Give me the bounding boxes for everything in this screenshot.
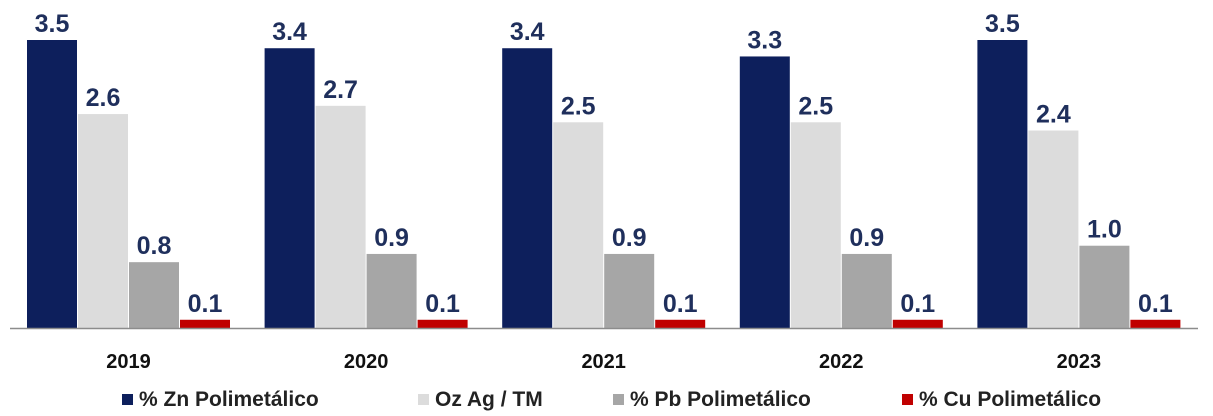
bar-2023-series-2: [1028, 130, 1079, 328]
bar-2022-series-2: [790, 122, 841, 329]
value-label-2023-series-3: 1.0: [1087, 216, 1122, 244]
category-label-2023: 2023: [1057, 351, 1102, 373]
legend-swatch: [418, 394, 429, 405]
value-label-2019-series-2: 2.6: [86, 84, 121, 112]
value-labels-layer: 3.5 2.6 0.8 0.1 3.4 2.7 0.9 0.1 3.4 2.5 0.9 0.1 3.3 2…: [35, 10, 1173, 318]
value-label-2019-series-1: 3.5: [35, 10, 70, 38]
legend-item-3: % Pb Polimetálico: [613, 388, 811, 411]
bars-layer: [27, 40, 1181, 329]
value-label-2021-series-3: 0.9: [612, 224, 647, 252]
bar-2023-series-3: [1079, 245, 1130, 328]
legend-swatch: [122, 394, 133, 405]
bar-2023-series-4: [1130, 319, 1181, 328]
value-label-2023-series-4: 0.1: [1138, 290, 1173, 318]
value-label-2020-series-4: 0.1: [425, 290, 460, 318]
value-label-2022-series-4: 0.1: [900, 290, 935, 318]
category-label-2020: 2020: [344, 351, 389, 373]
value-label-2021-series-2: 2.5: [561, 92, 596, 120]
legend-swatch: [613, 394, 624, 405]
legend-item-2: Oz Ag / TM: [418, 388, 543, 411]
bar-2022-series-4: [892, 319, 943, 328]
bar-2020-series-1: [264, 48, 315, 328]
value-label-2019-series-3: 0.8: [137, 232, 172, 260]
legend-label: Oz Ag / TM: [435, 388, 543, 411]
legend-label: % Zn Polimetálico: [139, 388, 319, 411]
bar-2021-series-4: [655, 319, 706, 328]
value-label-2020-series-2: 2.7: [323, 76, 358, 104]
value-label-2022-series-1: 3.3: [747, 26, 782, 54]
legend-item-1: % Zn Polimetálico: [122, 388, 319, 411]
value-label-2019-series-4: 0.1: [188, 290, 223, 318]
legend-label: % Pb Polimetálico: [630, 388, 811, 411]
bar-2020-series-3: [366, 253, 417, 328]
value-label-2022-series-3: 0.9: [849, 224, 884, 252]
value-label-2023-series-1: 3.5: [985, 10, 1020, 38]
value-label-2021-series-4: 0.1: [663, 290, 698, 318]
value-label-2023-series-2: 2.4: [1036, 101, 1071, 129]
legend-item-4: % Cu Polimetálico: [902, 388, 1101, 411]
bar-2019-series-3: [129, 262, 179, 328]
bar-2020-series-2: [315, 105, 366, 328]
category-label-2019: 2019: [106, 351, 151, 373]
value-label-2022-series-2: 2.5: [798, 92, 833, 120]
value-label-2020-series-3: 0.9: [374, 224, 409, 252]
bar-2022-series-3: [841, 253, 892, 328]
legend: % Zn Polimetálico Oz Ag / TM % Pb Polimetá…: [122, 388, 1101, 411]
value-label-2020-series-1: 3.4: [272, 18, 307, 46]
legend-label: % Cu Polimetálico: [919, 388, 1101, 411]
category-label-2022: 2022: [819, 351, 864, 373]
bar-2019-series-2: [78, 114, 128, 328]
bar-2022-series-1: [739, 56, 790, 328]
legend-swatch: [902, 394, 913, 405]
category-labels-layer: 2019 2020 2021 2022 2023: [106, 351, 1101, 373]
bar-2023-series-1: [977, 40, 1028, 328]
category-label-2021: 2021: [581, 351, 626, 373]
bar-2021-series-2: [553, 122, 604, 329]
bar-2019-series-1: [27, 40, 77, 328]
bar-2021-series-3: [604, 253, 655, 328]
bar-2020-series-4: [417, 319, 468, 328]
value-label-2021-series-1: 3.4: [510, 18, 545, 46]
bar-2021-series-1: [502, 48, 553, 328]
bar-2019-series-4: [180, 319, 230, 328]
